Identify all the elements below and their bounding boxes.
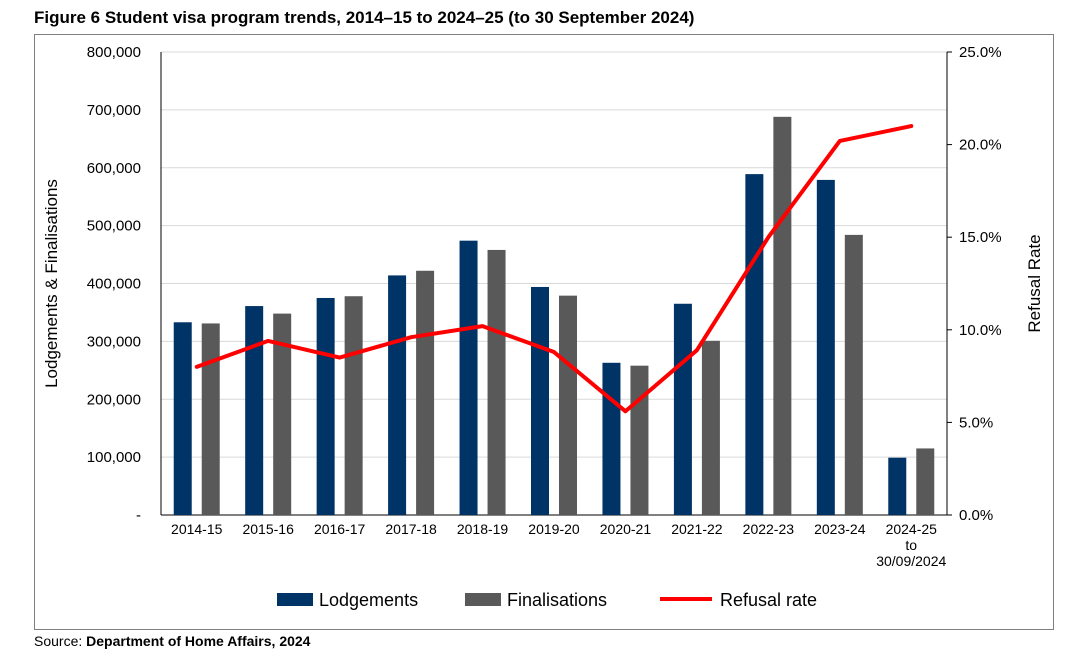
- finalisations-bar: [416, 270, 435, 515]
- x-tick-label: 2018-19: [457, 521, 509, 537]
- x-tick-label: 2019-20: [528, 521, 580, 537]
- legend-label: Finalisations: [507, 590, 607, 610]
- y-tick-label: 300,000: [87, 333, 141, 350]
- lodgements-bar: [459, 240, 478, 516]
- x-tick-label: 2015-16: [242, 521, 294, 537]
- chart-canvas: - 100,000 200,000 300,000 400,000 500,000 600,…: [42, 44, 1044, 610]
- y-tick-label: 200,000: [87, 391, 141, 408]
- finalisations-bar: [201, 323, 220, 515]
- y-tick-label: 800,000: [87, 44, 141, 61]
- legend-swatch: [277, 593, 313, 606]
- finalisations-bar: [273, 313, 292, 515]
- lodgements-bar: [173, 322, 192, 515]
- x-tick-label: 2024-25: [886, 521, 938, 537]
- source-name: Department of Home Affairs, 2024: [86, 633, 311, 649]
- source-note: Source: Department of Home Affairs, 2024: [34, 633, 310, 649]
- x-tick-label: to: [905, 537, 917, 553]
- x-tick-label: 2023-24: [814, 521, 866, 537]
- y2-tick-label: 5.0%: [959, 414, 993, 431]
- lodgements-bar: [888, 457, 907, 515]
- lodgements-bar: [245, 306, 264, 515]
- y-tick-label: 100,000: [87, 449, 141, 466]
- finalisations-bar: [630, 365, 649, 515]
- finalisations-bar: [701, 340, 720, 515]
- y-tick-label: 700,000: [87, 102, 141, 119]
- figure-title: Figure 6 Student visa program trends, 20…: [34, 8, 695, 27]
- x-tick-label: 2021-22: [671, 521, 723, 537]
- y-tick-label: -: [136, 507, 141, 524]
- y2-axis-title: Refusal Rate: [1025, 234, 1044, 332]
- source-prefix: Source:: [34, 633, 87, 649]
- x-tick-label: 2017-18: [385, 521, 437, 537]
- finalisations-bar: [844, 234, 863, 515]
- x-tick-label: 2014-15: [171, 521, 223, 537]
- refusal-rate-line: [194, 124, 914, 414]
- y-tick-label: 600,000: [87, 160, 141, 177]
- lodgements-bar: [316, 297, 335, 515]
- y2-tick-label: 20.0%: [959, 137, 1002, 154]
- y2-tick-label: 10.0%: [959, 322, 1002, 339]
- lodgements-bar: [388, 275, 407, 515]
- y2-tick-label: 15.0%: [959, 229, 1002, 246]
- finalisations-bar: [916, 448, 935, 515]
- lodgements-bar: [745, 174, 764, 515]
- y-tick-label: 400,000: [87, 276, 141, 293]
- y2-tick-label: 25.0%: [959, 44, 1002, 61]
- finalisations-bar: [344, 296, 363, 515]
- legend-swatch: [465, 593, 501, 606]
- legend-label: Refusal rate: [720, 590, 817, 610]
- x-tick-label: 2022-23: [743, 521, 795, 537]
- x-tick-label: 2020-21: [600, 521, 652, 537]
- lodgements-bar: [816, 179, 835, 515]
- legend-label: Lodgements: [319, 590, 418, 610]
- x-tick-label: 2016-17: [314, 521, 366, 537]
- lodgements-bar: [673, 303, 692, 515]
- finalisations-bar: [487, 249, 506, 515]
- lodgements-bar: [531, 286, 549, 515]
- y-tick-label: 500,000: [87, 218, 141, 235]
- lodgements-bar: [602, 362, 621, 515]
- y-axis-title: Lodgements & Finalisations: [42, 179, 61, 388]
- finalisations-bar: [559, 295, 577, 515]
- chart-frame: - 100,000 200,000 300,000 400,000 500,000 600,…: [34, 34, 1054, 630]
- finalisations-bar: [773, 116, 792, 515]
- y2-tick-label: 0.0%: [959, 507, 993, 524]
- x-tick-label: 30/09/2024: [876, 553, 946, 569]
